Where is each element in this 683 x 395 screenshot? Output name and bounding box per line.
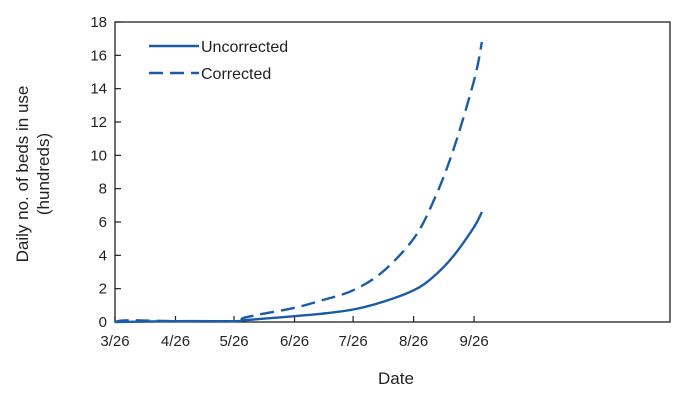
y-tick-label: 8 bbox=[99, 181, 107, 198]
y-tick-label: 16 bbox=[90, 47, 107, 64]
series-line-uncorrected bbox=[114, 211, 483, 324]
plot-frame bbox=[114, 21, 671, 323]
y-tick-label: 4 bbox=[99, 247, 107, 264]
x-tick-label: 7/26 bbox=[338, 333, 367, 350]
x-tick-label: 4/26 bbox=[161, 333, 190, 350]
x-axis-title: Date bbox=[378, 369, 414, 388]
y-tick-label: 14 bbox=[90, 81, 107, 98]
axis-titles: Date Daily no. of beds in use (hundreds) bbox=[13, 86, 414, 388]
legend: Uncorrected Corrected bbox=[149, 39, 288, 83]
y-tick-label: 12 bbox=[90, 114, 107, 131]
y-axis-title-line-2: (hundreds) bbox=[34, 133, 53, 215]
y-tick-label: 2 bbox=[99, 281, 107, 298]
x-tick-label: 5/26 bbox=[219, 333, 248, 350]
y-tick-label: 18 bbox=[90, 14, 107, 31]
x-tick-label: 6/26 bbox=[280, 333, 309, 350]
legend-label-uncorrected: Uncorrected bbox=[201, 39, 288, 56]
x-tick-label: 3/26 bbox=[100, 333, 129, 350]
legend-label-corrected: Corrected bbox=[201, 66, 271, 83]
y-tick-label: 10 bbox=[90, 147, 107, 164]
y-tick-label: 6 bbox=[99, 214, 107, 231]
series-lines bbox=[114, 41, 484, 324]
series-line-corrected bbox=[114, 41, 484, 324]
x-tick-label: 9/26 bbox=[459, 333, 488, 350]
x-tick-label: 8/26 bbox=[399, 333, 428, 350]
y-tick-label: 0 bbox=[99, 314, 107, 331]
y-axis-title-line-1: Daily no. of beds in use bbox=[13, 86, 32, 263]
axes bbox=[114, 21, 671, 323]
axis-ticks: 3/26 4/26 5/26 6/26 7/26 8/26 9/26 0 2 4 6 8 10 12 14 1… bbox=[90, 14, 488, 350]
